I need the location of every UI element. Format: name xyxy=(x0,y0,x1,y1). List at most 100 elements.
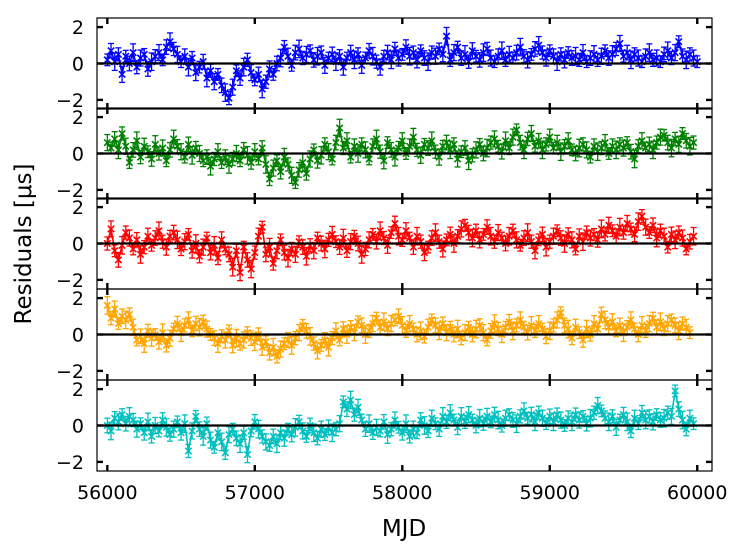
data-point-marker xyxy=(542,243,550,251)
data-point-marker xyxy=(380,234,388,242)
data-point-marker xyxy=(575,232,584,240)
data-point-marker xyxy=(262,160,270,169)
data-point-marker xyxy=(376,63,384,71)
data-point-marker xyxy=(188,327,196,335)
data-point-marker xyxy=(133,425,141,433)
data-point-marker xyxy=(298,158,307,167)
data-point-marker xyxy=(118,129,126,138)
x-tick-label: 59000 xyxy=(520,482,580,504)
data-point-marker xyxy=(114,319,123,328)
data-point-marker xyxy=(339,144,348,152)
data-point-marker xyxy=(310,429,318,437)
data-point-marker xyxy=(638,321,646,330)
data-point-marker xyxy=(302,432,311,441)
data-point-marker xyxy=(619,144,628,152)
data-point-marker xyxy=(475,236,484,244)
data-point-marker xyxy=(616,223,624,231)
data-point-marker xyxy=(251,338,259,346)
data-point-marker xyxy=(608,317,617,326)
data-point-marker xyxy=(361,425,370,433)
data-point-marker xyxy=(402,43,410,51)
data-point-marker xyxy=(549,232,558,240)
data-point-marker xyxy=(398,50,407,59)
data-point-marker xyxy=(509,327,517,335)
data-point-marker xyxy=(461,221,469,230)
data-point-marker xyxy=(350,56,359,64)
data-point-marker xyxy=(689,232,698,240)
data-point-marker xyxy=(487,232,495,240)
data-point-marker xyxy=(361,245,370,253)
data-point-marker xyxy=(586,153,595,161)
data-point-marker xyxy=(675,327,683,335)
data-point-marker xyxy=(682,56,690,64)
data-point-marker xyxy=(675,37,683,46)
data-point-marker xyxy=(394,312,403,321)
data-point-marker xyxy=(472,146,480,154)
data-point-marker xyxy=(206,436,215,444)
data-point-marker xyxy=(258,343,266,352)
data-point-marker xyxy=(671,321,679,330)
data-point-marker xyxy=(453,155,462,163)
data-point-marker xyxy=(413,232,421,240)
data-point-marker xyxy=(221,336,230,344)
data-point-marker xyxy=(645,140,654,149)
data-point-marker xyxy=(295,166,303,174)
data-point-marker xyxy=(682,245,690,253)
data-point-marker xyxy=(287,430,296,439)
data-point-marker xyxy=(398,429,407,437)
residuals-panel: −2 0 2 xyxy=(56,379,713,474)
data-point-marker xyxy=(509,226,517,235)
data-point-marker xyxy=(597,52,606,60)
data-point-marker xyxy=(582,146,591,154)
data-point-marker xyxy=(376,226,384,235)
data-point-marker xyxy=(192,412,200,421)
residuals-panel: −2 0 2 xyxy=(56,197,713,292)
data-point-marker xyxy=(557,416,565,424)
data-point-marker xyxy=(310,339,318,348)
data-point-marker xyxy=(383,138,392,147)
data-point-marker xyxy=(210,334,219,342)
data-point-marker xyxy=(114,50,123,59)
data-point-marker xyxy=(239,336,248,344)
data-point-marker xyxy=(221,153,230,161)
data-point-marker xyxy=(380,418,388,426)
data-point-marker xyxy=(346,48,355,57)
data-point-marker xyxy=(121,52,130,60)
data-point-marker xyxy=(107,225,115,233)
data-point-marker xyxy=(475,56,484,64)
data-point-marker xyxy=(435,327,443,335)
data-point-marker xyxy=(203,74,211,82)
data-point-marker xyxy=(475,321,484,330)
data-point-marker xyxy=(494,52,502,60)
data-point-marker xyxy=(553,226,561,235)
data-point-marker xyxy=(177,429,185,437)
y-tick-label: 0 xyxy=(72,416,84,438)
data-point-marker xyxy=(398,236,407,244)
data-point-marker xyxy=(236,157,244,165)
data-point-marker xyxy=(228,263,237,271)
data-point-marker xyxy=(660,232,668,240)
data-point-marker xyxy=(321,140,329,149)
data-point-marker xyxy=(660,414,668,422)
data-point-marker xyxy=(158,416,167,424)
residuals-panel: −2 0 2 xyxy=(56,107,713,202)
y-tick-label: 2 xyxy=(72,107,84,129)
data-point-marker xyxy=(273,247,281,255)
data-point-marker xyxy=(630,414,639,422)
data-point-marker xyxy=(483,45,491,53)
data-point-marker xyxy=(394,144,403,152)
data-point-marker xyxy=(269,164,278,172)
data-point-marker xyxy=(121,316,130,324)
data-point-marker xyxy=(140,243,148,251)
data-point-marker xyxy=(262,250,270,259)
data-point-marker xyxy=(501,136,510,145)
data-point-marker xyxy=(667,412,676,421)
data-point-marker xyxy=(203,234,211,242)
data-point-marker xyxy=(435,153,443,161)
data-point-marker xyxy=(317,425,325,433)
data-point-marker xyxy=(343,247,351,255)
data-point-marker xyxy=(568,418,576,426)
data-point-marker xyxy=(147,155,156,163)
data-point-marker xyxy=(420,248,429,257)
data-point-marker xyxy=(689,138,698,147)
